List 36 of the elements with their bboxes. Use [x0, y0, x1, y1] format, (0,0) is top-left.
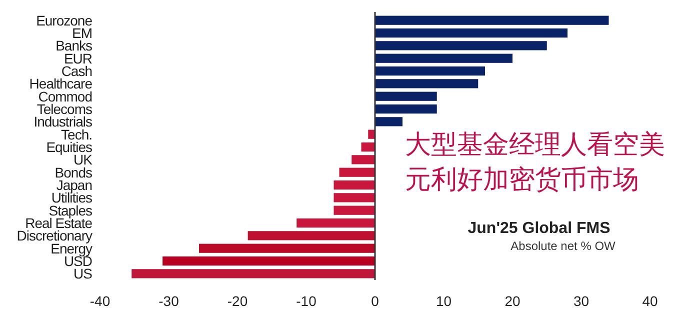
bar: [375, 28, 568, 38]
x-tick-label: -40: [90, 293, 110, 309]
y-tick-label: US: [74, 266, 92, 282]
bar: [368, 130, 375, 139]
bar: [361, 142, 375, 152]
x-tick-label: -10: [296, 293, 317, 309]
bar: [339, 168, 375, 177]
bar: [334, 180, 375, 190]
bar: [375, 41, 547, 50]
x-tick-label: -20: [227, 293, 248, 309]
bar: [375, 66, 485, 76]
bar: [334, 206, 375, 215]
x-tick-label: 40: [642, 293, 658, 309]
bar: [296, 218, 375, 228]
x-tick-label: 0: [371, 293, 380, 309]
bar: [352, 155, 375, 164]
bar: [375, 54, 512, 63]
bar: [375, 117, 402, 126]
text: Jun'25 Global FMS: [468, 220, 611, 237]
text: Absolute net % OW: [510, 239, 616, 253]
bar: [375, 104, 437, 114]
y-tick-label: Discretionary: [16, 228, 92, 244]
bar: [375, 79, 478, 88]
x-tick-label: 20: [504, 293, 520, 309]
annotation: 大型基金经理人看空美元利好加密货币市场: [405, 129, 666, 197]
x-tick-label: 10: [436, 293, 452, 309]
bar: [334, 193, 375, 202]
y-tick-label: Staples: [48, 202, 92, 218]
bar: [375, 92, 437, 101]
x-tick-label: -30: [158, 293, 180, 309]
x-tick-label: 30: [573, 293, 590, 309]
bar: [162, 256, 375, 266]
bar: [132, 269, 375, 278]
bar: [199, 244, 375, 253]
bar: [375, 16, 609, 25]
bar: [248, 231, 375, 240]
